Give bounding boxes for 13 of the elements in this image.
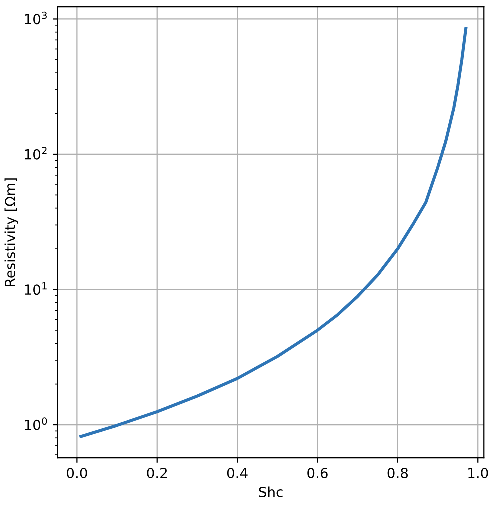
x-tick-label: 0.2 — [147, 468, 168, 479]
x-tick-label: 0.4 — [227, 468, 248, 479]
x-axis-title: Shc — [259, 486, 283, 498]
x-tick-label: 1.0 — [468, 468, 488, 479]
y-tick-label: 10$^{0}$ — [25, 418, 48, 430]
y-axis-title: Resistivity [Ωm] — [4, 178, 18, 286]
line-series — [80, 27, 468, 438]
y-tick-label: 10$^{2}$ — [25, 147, 47, 160]
x-tick-label: 0.0 — [67, 468, 88, 479]
x-tick-label: 0.6 — [308, 468, 328, 479]
y-tick-label: 10$^{1}$ — [25, 282, 47, 296]
x-tick-label: 0.8 — [388, 468, 408, 479]
y-tick-label: 10$^{3}$ — [25, 12, 47, 25]
